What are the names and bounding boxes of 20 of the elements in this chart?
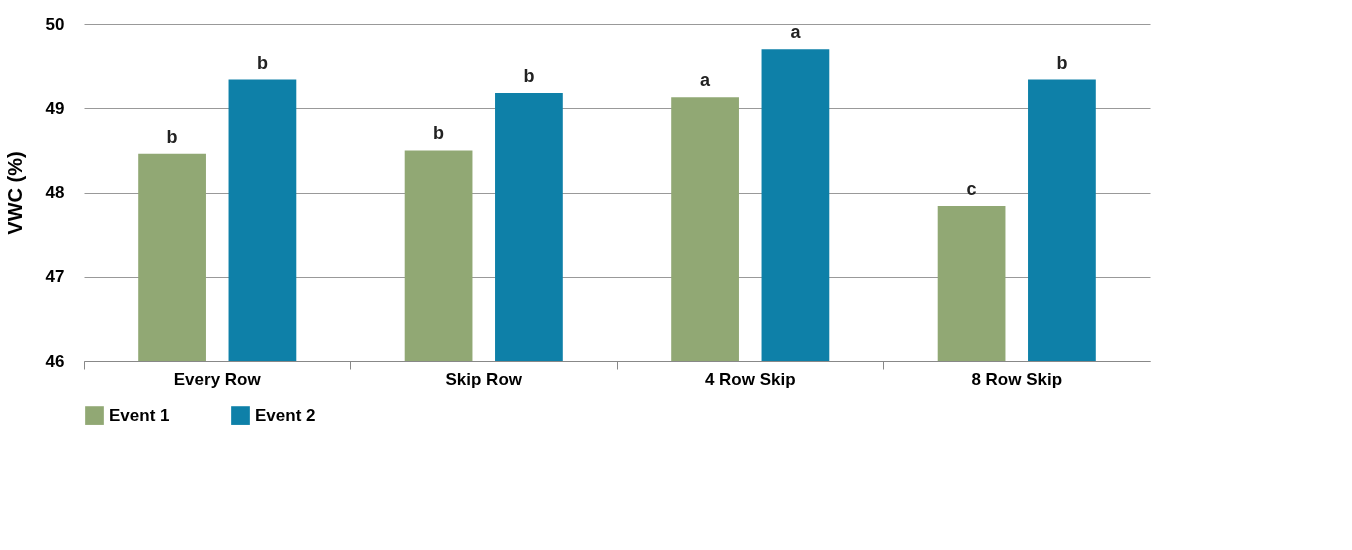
data-label: b bbox=[523, 66, 535, 87]
y-tick-label: 50 bbox=[45, 14, 65, 34]
legend-label: Event 2 bbox=[255, 405, 316, 425]
data-label: b bbox=[166, 126, 178, 147]
y-tick-label: 49 bbox=[45, 98, 65, 118]
x-tick-label: Every Row bbox=[173, 369, 262, 389]
y-tick-label: 46 bbox=[45, 351, 65, 371]
legend-label: Event 1 bbox=[109, 405, 170, 425]
data-label: c bbox=[966, 178, 977, 199]
y-tick-label: 48 bbox=[45, 183, 65, 202]
data-label: b bbox=[433, 123, 445, 144]
x-tick-label: 8 Row Skip bbox=[971, 369, 1063, 389]
data-label: b bbox=[256, 52, 268, 73]
data-label: a bbox=[700, 70, 712, 91]
data-label: a bbox=[790, 22, 802, 43]
x-tick-label: 4 Row Skip bbox=[704, 369, 796, 389]
x-tick-label: Skip Row bbox=[445, 369, 523, 389]
y-tick-label: 47 bbox=[45, 267, 65, 287]
y-axis-title: VWC (%) bbox=[3, 151, 26, 235]
data-label: b bbox=[1056, 52, 1068, 73]
